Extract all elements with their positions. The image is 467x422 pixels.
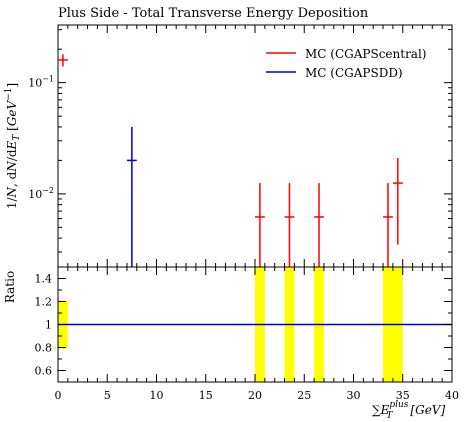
y-tick-label: 0.6 bbox=[35, 365, 53, 378]
ratio-y-tick-labels: 0.6 0.8 1 1.2 1.4 bbox=[35, 273, 53, 378]
y-tick-label: 10−1 bbox=[28, 75, 54, 90]
legend-label-cgapscentral: MC (CGAPScentral) bbox=[305, 47, 426, 61]
x-tick-label: 15 bbox=[199, 389, 213, 402]
legend: MC (CGAPScentral) MC (CGAPSDD) bbox=[266, 47, 426, 80]
x-tick-label: 35 bbox=[396, 389, 410, 402]
legend-label-cgapsdd: MC (CGAPSDD) bbox=[305, 66, 403, 80]
y-tick-label: 1.2 bbox=[35, 296, 53, 309]
main-axis-ticks bbox=[57, 25, 453, 267]
x-tick-label: 40 bbox=[445, 389, 459, 402]
y-tick-label: 10−2 bbox=[28, 186, 54, 201]
x-tick-label: 5 bbox=[104, 389, 111, 402]
y-tick-label: 0.8 bbox=[35, 342, 53, 355]
ratio-axis-ticks bbox=[57, 266, 453, 383]
x-tick-label: 25 bbox=[297, 389, 311, 402]
main-data-points bbox=[58, 54, 403, 267]
x-tick-label: 0 bbox=[55, 389, 62, 402]
x-tick-label: 30 bbox=[347, 389, 361, 402]
ratio-y-axis-label: Ratio bbox=[3, 271, 17, 303]
x-axis-label: ∑Eplus T [GeV] bbox=[372, 400, 445, 421]
main-y-tick-labels: 10−1 10−2 bbox=[28, 75, 54, 201]
x-tick-label: 20 bbox=[248, 389, 262, 402]
main-plot-frame bbox=[57, 24, 453, 268]
x-tick-label: 10 bbox=[150, 389, 164, 402]
y-tick-label: 1.4 bbox=[35, 273, 53, 286]
x-tick-labels: 0 5 10 15 20 25 30 35 40 bbox=[55, 389, 460, 402]
main-y-axis-label: 1/N, dN/dET [GeV−1] bbox=[4, 83, 22, 209]
chart-title: Plus Side - Total Transverse Energy Depo… bbox=[58, 6, 369, 21]
y-tick-label: 1 bbox=[45, 319, 52, 332]
